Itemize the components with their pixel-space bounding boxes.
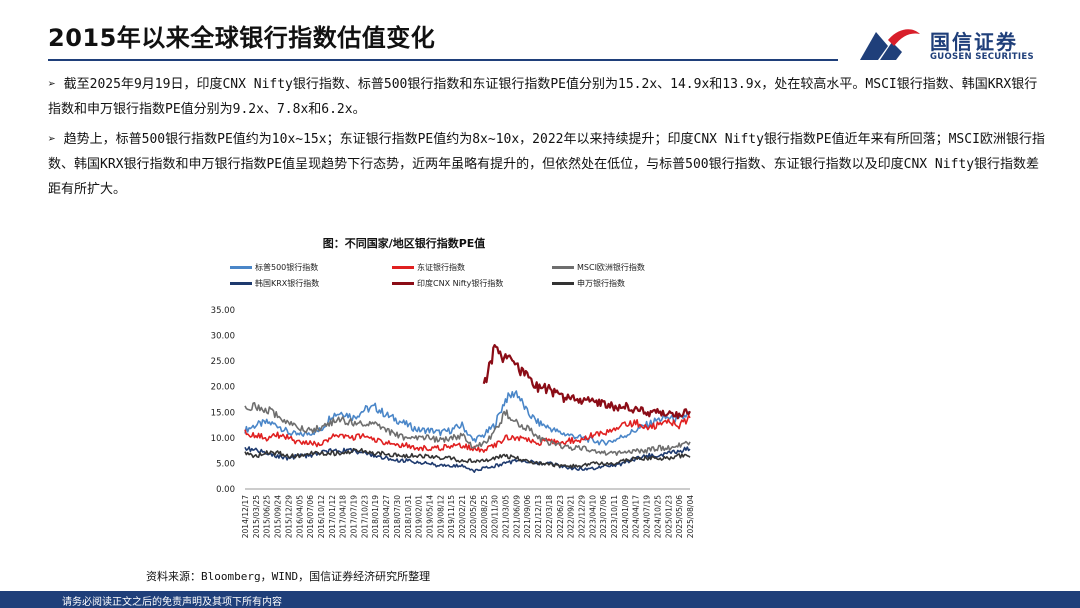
x-tick-label: 2024/04/17 xyxy=(632,495,641,538)
x-tick-label: 2021/12/13 xyxy=(534,495,543,538)
x-tick-label: 2015/09/24 xyxy=(274,495,283,538)
y-tick-label: 35.00 xyxy=(211,306,235,316)
legend-item: 东证银行指数 xyxy=(392,262,465,274)
x-tick-label: 2016/04/05 xyxy=(295,495,304,538)
x-tick-label: 2017/01/12 xyxy=(328,495,337,538)
x-tick-label: 2024/01/09 xyxy=(621,495,630,538)
x-tick-label: 2024/10/25 xyxy=(653,495,662,538)
series-line-2 xyxy=(244,414,691,453)
footer-bar: 请务必阅读正文之后的免责声明及其项下所有内容 xyxy=(0,591,1080,608)
x-tick-label: 2022/09/21 xyxy=(567,495,576,538)
x-tick-label: 2016/07/06 xyxy=(306,495,315,538)
x-tick-label: 2019/11/15 xyxy=(447,495,456,538)
x-tick-label: 2017/04/18 xyxy=(339,495,348,538)
footer-disclaimer: 请务必阅读正文之后的免责声明及其项下所有内容 xyxy=(62,597,282,608)
legend-item: 申万银行指数 xyxy=(552,278,625,290)
x-tick-label: 2020/11/30 xyxy=(491,495,500,538)
series-line-6 xyxy=(244,447,691,469)
legend-label: 印度CNX Nifty银行指数 xyxy=(417,279,504,288)
x-tick-label: 2020/08/25 xyxy=(480,495,489,538)
x-tick-label: 2018/04/27 xyxy=(382,495,391,538)
x-tick-label: 2017/10/23 xyxy=(360,495,369,538)
x-tick-label: 2022/12/29 xyxy=(577,495,586,538)
x-tick-label: 2020/05/26 xyxy=(469,495,478,538)
series-line-3 xyxy=(244,402,691,456)
x-tick-label: 2019/08/12 xyxy=(436,495,445,538)
summary-bullets: ➢ 截至2025年9月19日，印度CNX Nifty银行指数、标普500银行指数… xyxy=(48,72,1048,207)
legend-item: MSCI欧洲银行指数 xyxy=(552,262,645,274)
chart-legend: 标普500银行指数 东证银行指数 MSCI欧洲银行指数韩国KRX银行指数 印度CNX … xyxy=(230,262,700,294)
y-tick-label: 0.00 xyxy=(216,485,235,495)
legend-swatch xyxy=(552,282,574,285)
legend-label: 东证银行指数 xyxy=(417,263,465,272)
x-tick-label: 2019/02/01 xyxy=(415,495,424,538)
x-tick-label: 2020/02/21 xyxy=(458,495,467,538)
x-tick-label: 2023/10/11 xyxy=(610,495,619,538)
legend-item: 韩国KRX银行指数 xyxy=(230,278,319,290)
x-tick-label: 2025/05/06 xyxy=(675,495,684,538)
x-tick-label: 2021/03/05 xyxy=(501,495,510,538)
y-tick-label: 10.00 xyxy=(211,434,235,444)
guosen-logo-icon xyxy=(860,29,920,60)
x-tick-label: 2017/07/19 xyxy=(350,495,359,538)
legend-label: MSCI欧洲银行指数 xyxy=(577,263,645,272)
bullet-point-2: ➢ 趋势上，标普500银行指数PE值约为10x~15x；东证银行指数PE值约为8… xyxy=(48,132,1045,197)
company-logo: 国信证券 GUOSEN SECURITIES xyxy=(858,24,1058,66)
y-tick-label: 5.00 xyxy=(216,459,235,469)
series-line-1 xyxy=(244,390,691,446)
x-tick-label: 2024/07/19 xyxy=(643,495,652,538)
x-tick-label: 2021/06/09 xyxy=(512,495,521,538)
legend-item: 标普500银行指数 xyxy=(230,262,318,274)
logo-name-en: GUOSEN SECURITIES xyxy=(930,52,1034,62)
x-tick-label: 2015/03/25 xyxy=(252,495,261,538)
x-tick-label: 2022/03/18 xyxy=(545,495,554,538)
legend-item: 印度CNX Nifty银行指数 xyxy=(392,278,503,290)
y-tick-label: 15.00 xyxy=(211,408,235,418)
page-title: 2015年以来全球银行指数估值变化 xyxy=(48,24,436,52)
title-divider xyxy=(48,59,838,61)
legend-swatch xyxy=(230,282,252,285)
bullet-point-1: ➢ 截至2025年9月19日，印度CNX Nifty银行指数、标普500银行指数… xyxy=(48,77,1038,117)
legend-swatch xyxy=(552,266,574,269)
x-tick-label: 2015/06/25 xyxy=(263,495,272,538)
y-tick-label: 30.00 xyxy=(211,332,235,342)
x-tick-label: 2023/07/06 xyxy=(599,495,608,538)
x-tick-label: 2016/10/12 xyxy=(317,495,326,538)
y-tick-label: 20.00 xyxy=(211,383,235,393)
chart-title: 图：不同国家/地区银行指数PE值 xyxy=(322,237,486,250)
x-tick-label: 2025/08/04 xyxy=(686,495,695,538)
x-tick-label: 2018/07/30 xyxy=(393,495,402,538)
logo-name-cn: 国信证券 xyxy=(930,30,1018,54)
legend-label: 标普500银行指数 xyxy=(255,263,319,272)
x-tick-label: 2015/12/29 xyxy=(284,495,293,538)
data-source: 资料来源：Bloomberg，WIND，国信证券经济研究所整理 xyxy=(146,570,431,583)
x-tick-label: 2019/05/14 xyxy=(426,495,435,538)
x-tick-label: 2018/01/19 xyxy=(371,495,380,538)
legend-swatch xyxy=(392,266,414,269)
y-tick-label: 25.00 xyxy=(211,357,235,367)
legend-label: 韩国KRX银行指数 xyxy=(255,279,320,288)
x-tick-label: 2022/06/23 xyxy=(556,495,565,538)
x-tick-label: 2018/10/31 xyxy=(404,495,413,538)
x-tick-label: 2014/12/17 xyxy=(241,495,250,538)
series-line-5 xyxy=(482,344,691,420)
x-tick-label: 2025/01/23 xyxy=(664,495,673,538)
x-tick-label: 2023/04/10 xyxy=(588,495,597,538)
legend-swatch xyxy=(230,266,252,269)
x-tick-label: 2021/09/06 xyxy=(523,495,532,538)
legend-swatch xyxy=(392,282,414,285)
legend-label: 申万银行指数 xyxy=(577,279,625,288)
